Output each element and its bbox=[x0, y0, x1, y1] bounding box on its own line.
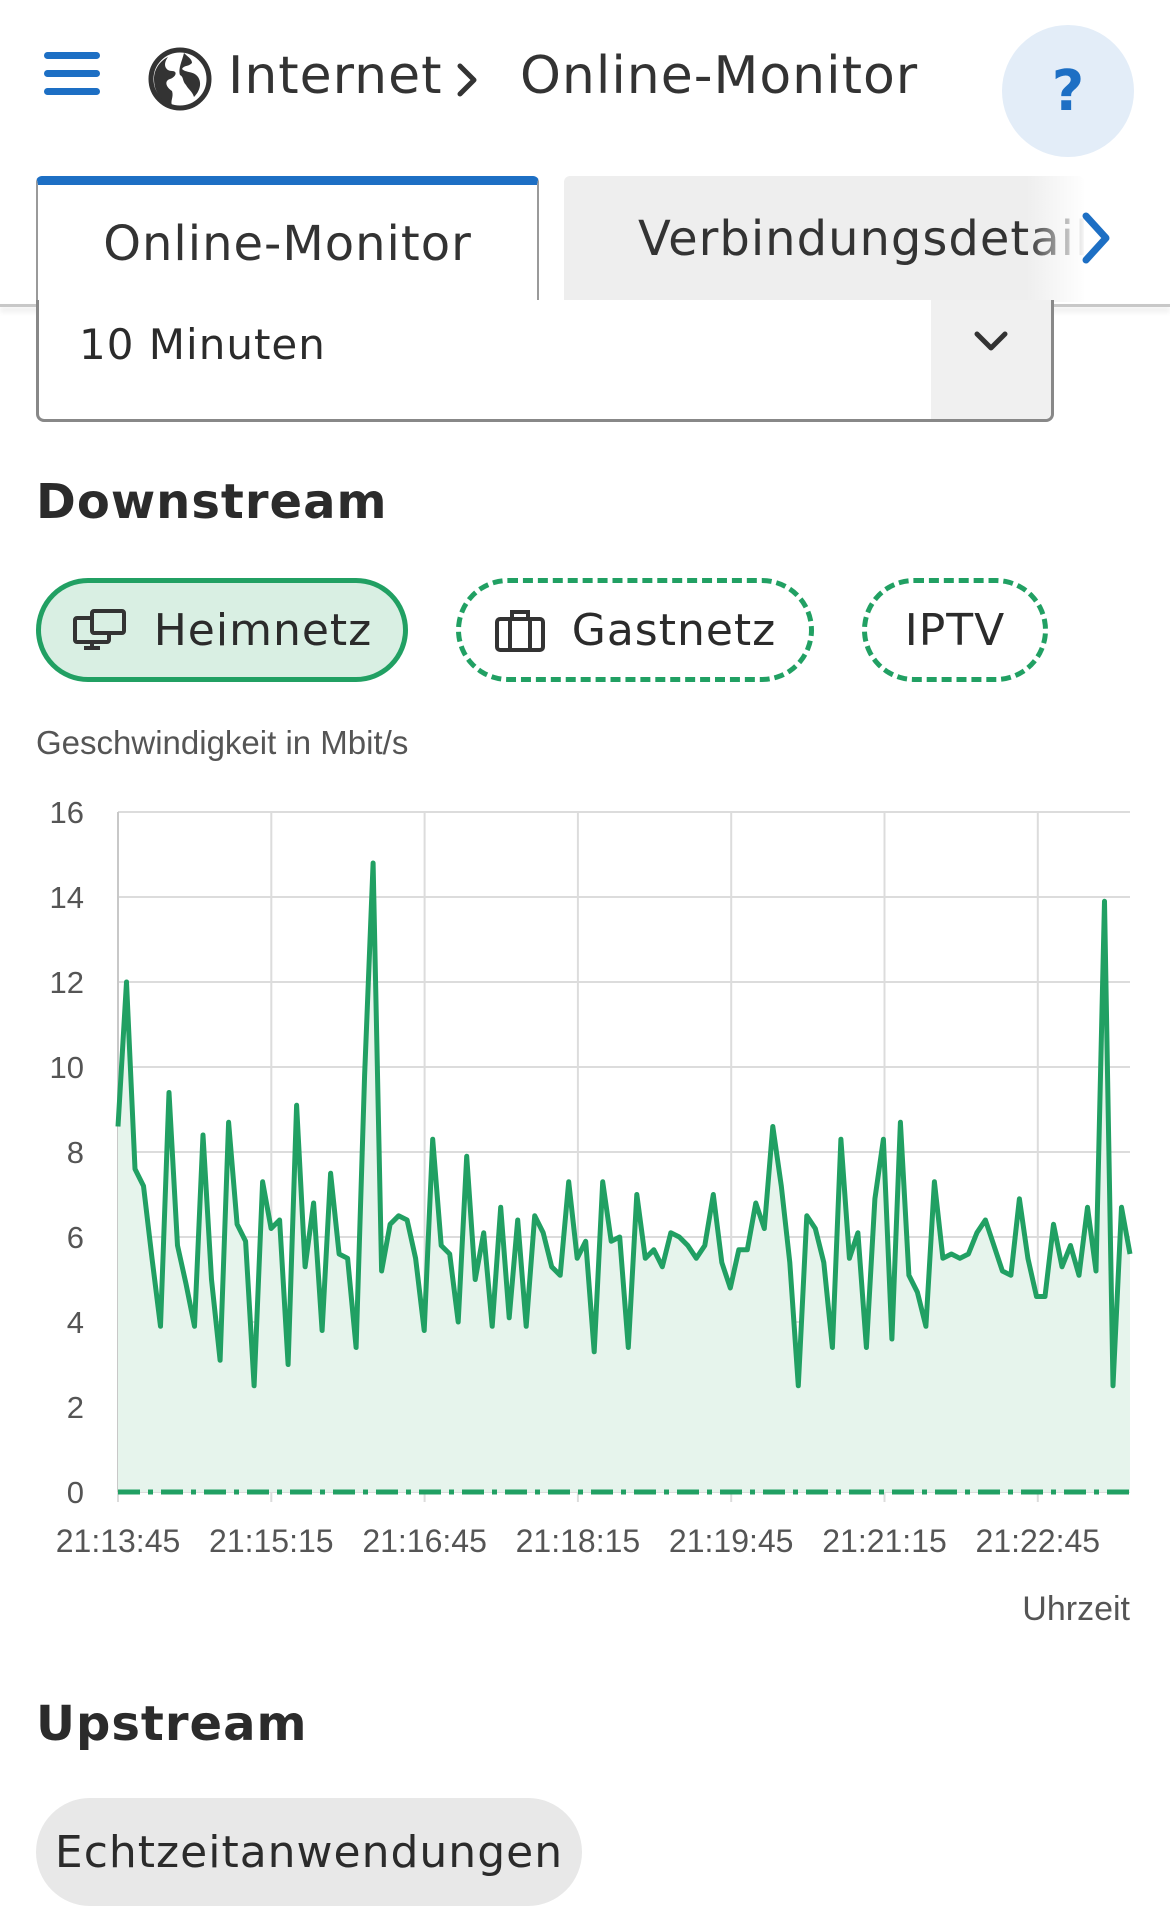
chart-y-axis-title: Geschwindigkeit in Mbit/s bbox=[36, 724, 409, 761]
y-tick-label: 16 bbox=[50, 795, 84, 830]
menu-button[interactable] bbox=[44, 52, 100, 95]
filter-chip-gastnetz[interactable]: Gastnetz bbox=[456, 578, 814, 682]
filter-chip-echtzeitanwendungen[interactable]: Echtzeitanwendungen bbox=[36, 1798, 582, 1906]
x-tick-label: 21:18:15 bbox=[516, 1523, 641, 1559]
x-tick-label: 21:13:45 bbox=[56, 1523, 181, 1559]
tab-verbindungsdetails[interactable]: Verbindungsdetails bbox=[564, 176, 1084, 302]
downstream-heading: Downstream bbox=[36, 474, 388, 530]
y-tick-label: 4 bbox=[67, 1305, 84, 1340]
globe-icon bbox=[148, 47, 212, 111]
filter-chip-iptv[interactable]: IPTV bbox=[862, 578, 1048, 682]
x-tick-label: 21:19:45 bbox=[669, 1523, 794, 1559]
y-tick-label: 14 bbox=[50, 880, 84, 915]
menu-bar bbox=[44, 52, 100, 59]
tab-scroll-fade bbox=[1026, 176, 1170, 302]
time-range-value: 10 Minuten bbox=[79, 320, 326, 369]
time-range-dropdown-button[interactable] bbox=[931, 300, 1051, 419]
tab-bar: Online-Monitor Verbindungsdetails bbox=[0, 176, 1170, 306]
y-tick-label: 12 bbox=[50, 965, 84, 1000]
help-button[interactable]: ? bbox=[1002, 25, 1134, 157]
breadcrumb-current: Online-Monitor bbox=[520, 46, 919, 106]
filter-chip-label: Heimnetz bbox=[153, 604, 373, 656]
series-heimnetz-area bbox=[118, 863, 1130, 1492]
tab-online-monitor[interactable]: Online-Monitor bbox=[36, 176, 539, 302]
chevron-right-icon[interactable] bbox=[1076, 206, 1116, 270]
upstream-heading: Upstream bbox=[36, 1696, 308, 1752]
breadcrumb-internet[interactable]: Internet bbox=[228, 46, 443, 106]
series-heimnetz-line bbox=[115, 860, 1133, 1389]
downstream-chart: 0 2 4 6 8 10 12 14 16 21:13:45 21:15:15 21:16:45 21:… bbox=[50, 795, 1133, 1559]
x-tick-label: 21:22:45 bbox=[976, 1523, 1101, 1559]
chevron-right-icon bbox=[457, 63, 477, 97]
briefcase-icon bbox=[494, 610, 545, 652]
menu-bar bbox=[44, 88, 100, 95]
x-tick-label: 21:21:15 bbox=[822, 1523, 947, 1559]
chevron-down-icon bbox=[974, 331, 1008, 351]
monitor-icon bbox=[72, 609, 126, 650]
menu-bar bbox=[44, 70, 100, 77]
y-tick-label: 10 bbox=[50, 1050, 84, 1085]
filter-chip-label: Gastnetz bbox=[571, 604, 777, 656]
time-range-select[interactable]: 10 Minuten bbox=[36, 300, 1054, 422]
y-tick-label: 8 bbox=[67, 1135, 84, 1170]
x-tick-label: 21:15:15 bbox=[209, 1523, 334, 1559]
filter-chip-heimnetz[interactable]: Heimnetz bbox=[36, 578, 408, 682]
x-tick-label: 21:16:45 bbox=[362, 1523, 487, 1559]
y-tick-label: 0 bbox=[67, 1475, 84, 1510]
y-tick-label: 2 bbox=[67, 1390, 84, 1425]
filter-chip-label: IPTV bbox=[904, 604, 1006, 656]
chart-x-axis-title: Uhrzeit bbox=[1022, 1590, 1130, 1628]
y-tick-label: 6 bbox=[67, 1220, 84, 1255]
